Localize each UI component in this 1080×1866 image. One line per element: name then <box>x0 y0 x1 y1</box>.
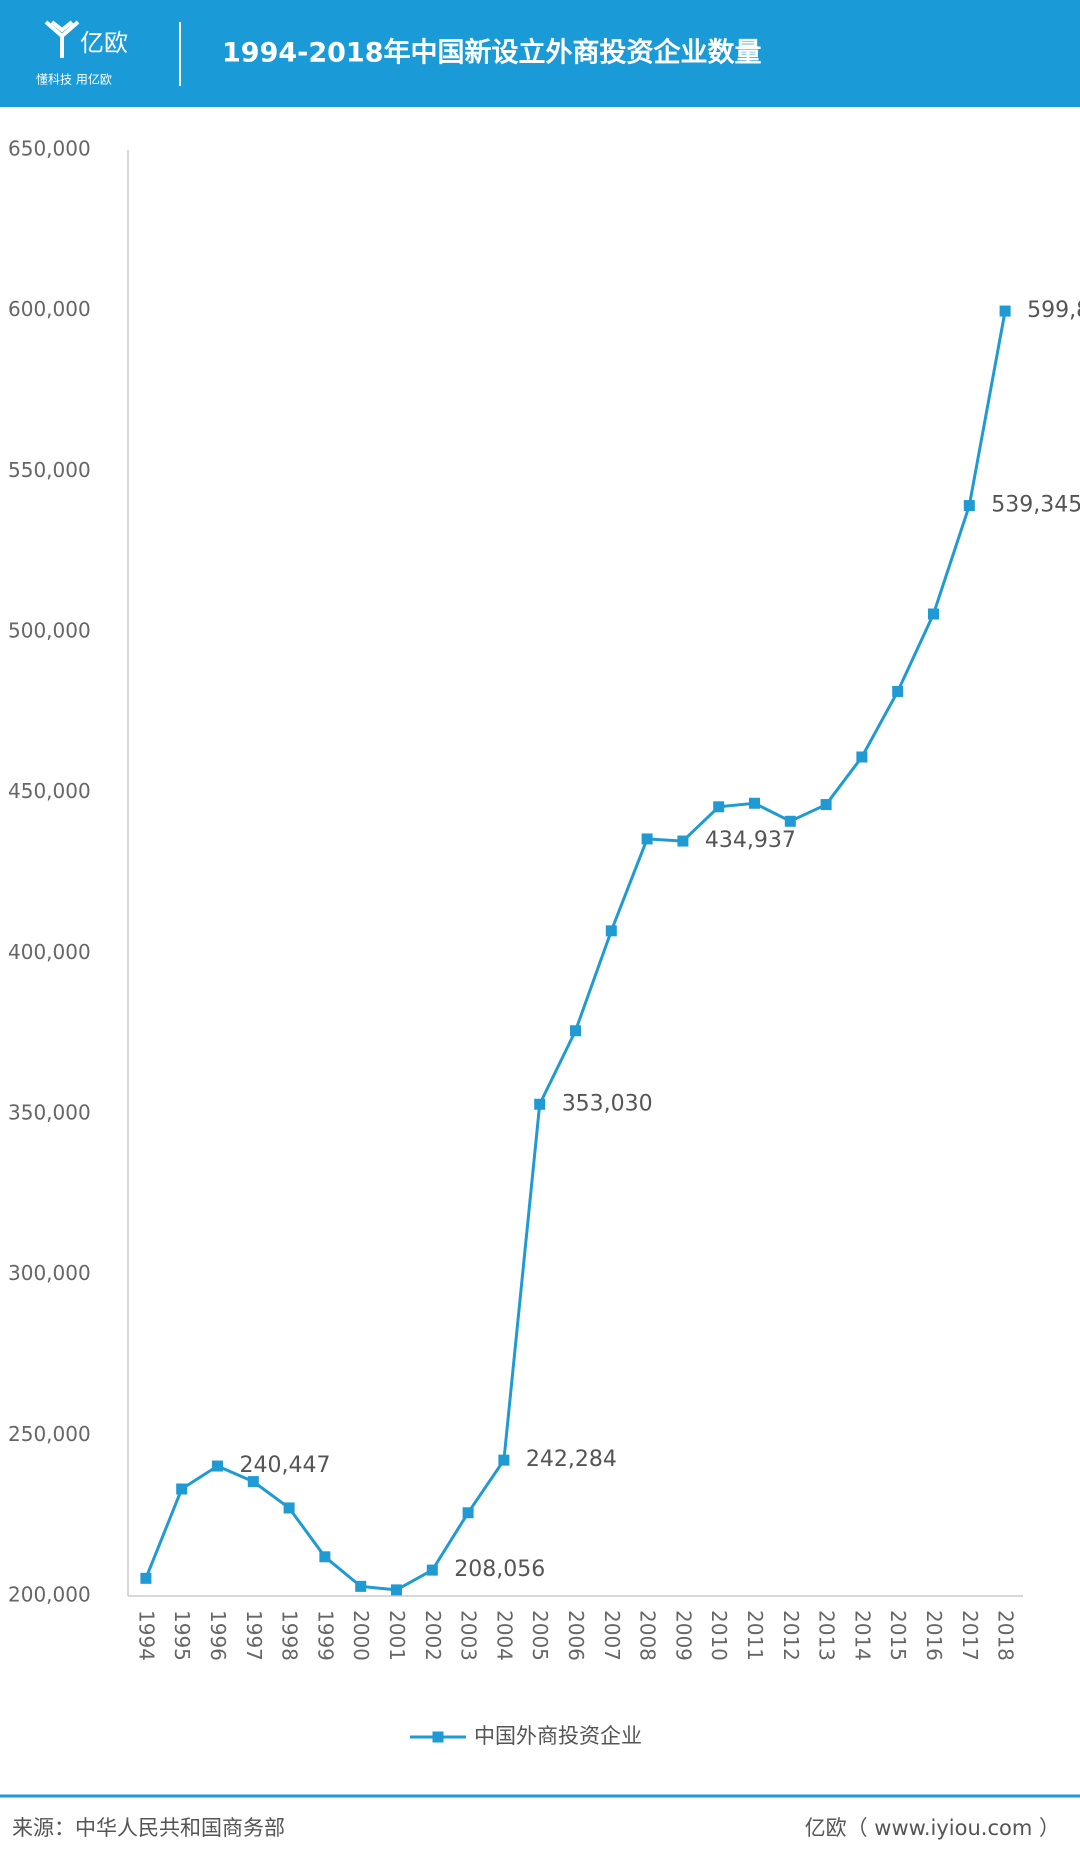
marker <box>283 1502 295 1514</box>
y-tick-label: 300,000 <box>8 1261 91 1285</box>
data-label: 353,030 <box>562 1091 653 1116</box>
marker <box>247 1476 259 1488</box>
x-tick-label: 1994 <box>134 1610 158 1661</box>
x-tick-label: 2006 <box>564 1610 588 1661</box>
marker <box>319 1551 331 1563</box>
marker <box>641 833 653 845</box>
chart-title: 1994-2018年中国新设立外商投资企业数量 <box>222 37 762 69</box>
x-tick-label: 2009 <box>671 1610 695 1661</box>
x-tick-label: 2000 <box>349 1610 373 1661</box>
marker <box>140 1572 152 1584</box>
legend-label: 中国外商投资企业 <box>474 1724 642 1748</box>
marker <box>677 835 689 847</box>
data-label: 539,345 <box>991 493 1080 518</box>
x-tick-label: 2004 <box>492 1610 516 1661</box>
marker <box>892 685 904 697</box>
marker <box>856 751 868 763</box>
x-tick-label: 1999 <box>313 1610 337 1661</box>
logo-icon <box>44 20 80 58</box>
x-tick-label: 2015 <box>886 1610 910 1661</box>
line <box>144 310 1007 1592</box>
marker <box>391 1584 402 1596</box>
marker <box>999 305 1011 317</box>
data-label: 599,878 <box>1027 298 1080 323</box>
x-tick-label: 2014 <box>850 1610 874 1661</box>
x-tick-label: 1995 <box>170 1610 194 1661</box>
marker <box>784 815 796 827</box>
marker <box>462 1507 474 1519</box>
x-tick-label: 2003 <box>457 1610 481 1661</box>
marker <box>426 1564 438 1576</box>
y-tick-label: 600,000 <box>8 297 91 321</box>
x-tick-label: 2011 <box>743 1610 767 1661</box>
marker <box>605 925 617 937</box>
x-tick-label: 2017 <box>958 1610 982 1661</box>
marker <box>963 500 975 512</box>
x-tick-label: 2008 <box>636 1610 660 1661</box>
y-tick-label: 400,000 <box>8 940 91 964</box>
y-tick-label: 350,000 <box>8 1101 91 1125</box>
legend-marker <box>432 1731 444 1743</box>
x-tick-label: 2018 <box>994 1610 1018 1661</box>
x-tick-label: 1996 <box>206 1610 230 1661</box>
x-tick-label: 1998 <box>278 1610 302 1661</box>
marker <box>498 1454 510 1466</box>
x-tick-label: 2005 <box>528 1610 552 1661</box>
marker <box>928 608 939 620</box>
marker <box>176 1483 188 1495</box>
marker <box>355 1580 367 1592</box>
marker <box>212 1460 223 1472</box>
site: 亿欧（ www.iyiou.com ） <box>805 1816 1060 1840</box>
x-tick-label: 2001 <box>385 1610 409 1661</box>
data-label: 240,447 <box>240 1453 331 1478</box>
marker <box>820 799 832 811</box>
y-tick-label: 450,000 <box>8 779 91 803</box>
x-tick-label: 2016 <box>922 1610 946 1661</box>
y-tick-label: 500,000 <box>8 619 91 643</box>
y-tick-label: 650,000 <box>8 137 91 161</box>
marker <box>534 1098 546 1110</box>
x-tick-label: 2012 <box>779 1610 803 1661</box>
marker <box>713 801 725 813</box>
marker <box>749 797 760 809</box>
data-label: 208,056 <box>454 1557 545 1582</box>
x-tick-label: 2002 <box>421 1610 445 1661</box>
logo-text: 亿欧 <box>80 29 128 57</box>
y-tick-label: 250,000 <box>8 1422 91 1446</box>
marker <box>570 1025 581 1037</box>
data-label: 434,937 <box>705 828 796 853</box>
slogan: 懂科技 用亿欧 <box>36 72 112 87</box>
source: 来源：中华人民共和国商务部 <box>12 1816 285 1840</box>
x-tick-label: 2007 <box>600 1610 624 1661</box>
x-tick-label: 1997 <box>242 1610 266 1661</box>
y-tick-label: 200,000 <box>8 1583 91 1607</box>
x-tick-label: 2010 <box>707 1610 731 1661</box>
x-tick-label: 2013 <box>815 1610 839 1661</box>
data-label: 242,284 <box>526 1447 617 1472</box>
y-tick-label: 550,000 <box>8 458 91 482</box>
